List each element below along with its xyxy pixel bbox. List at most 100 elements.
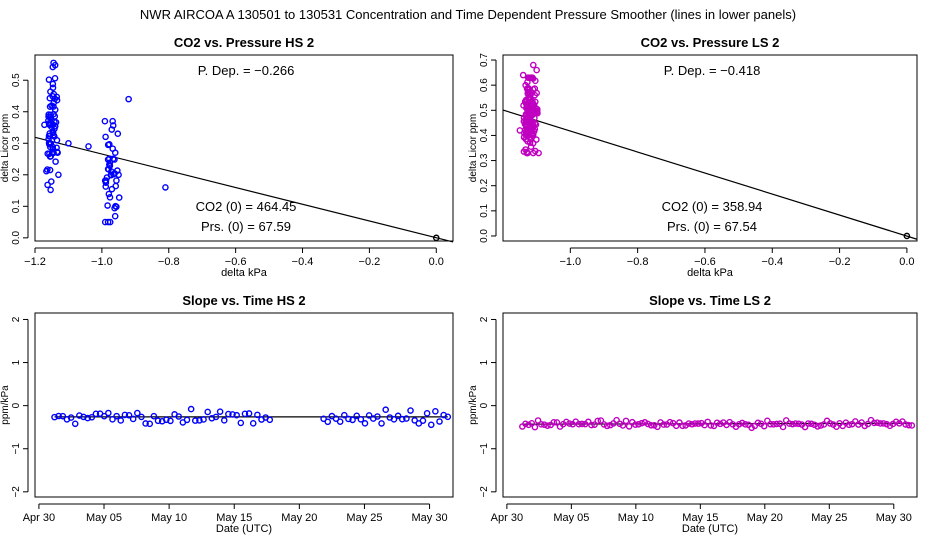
data-point	[105, 409, 112, 417]
x-tick-label: May 30	[412, 512, 448, 524]
data-point	[537, 421, 545, 428]
data-point	[109, 117, 116, 125]
data-point	[873, 419, 881, 426]
data-point	[533, 136, 540, 143]
data-point	[786, 420, 793, 427]
data-point	[770, 421, 777, 428]
data-point	[390, 416, 398, 423]
data-point	[345, 415, 352, 423]
chart-title: CO2 vs. Pressure LS 2	[641, 35, 780, 50]
pressure-intercept-text: Prs. (0) = 67.54	[667, 219, 757, 234]
data-point	[773, 420, 781, 428]
data-point	[45, 76, 53, 83]
y-tick-label: 0.5	[479, 103, 490, 117]
data-point	[266, 416, 274, 424]
data-point	[688, 420, 696, 428]
data-point	[92, 410, 100, 418]
y-tick-label: 0.4	[11, 104, 22, 118]
data-point	[528, 419, 536, 427]
panel-co2-hs: CO2 vs. Pressure HS 2 −1.2 −1.0 −0.8 −0.6 −0.…	[0, 35, 454, 279]
data-point	[527, 143, 535, 150]
data-point	[516, 127, 524, 134]
data-point	[55, 412, 62, 420]
data-point	[644, 420, 652, 428]
data-point	[101, 177, 109, 185]
data-point	[529, 86, 537, 93]
data-point	[522, 420, 529, 428]
data-point	[529, 131, 537, 138]
data-point	[51, 61, 59, 69]
data-point	[101, 218, 109, 226]
y-tick-label: 2	[479, 316, 490, 322]
panel-slope-ls: Slope vs. Time LS 2 Apr 30 May 05 May 10 May…	[468, 293, 918, 535]
y-tick-label: 1	[479, 359, 490, 365]
data-point	[808, 420, 815, 428]
data-point	[71, 420, 79, 428]
chart-title: Slope vs. Time LS 2	[649, 293, 771, 308]
x-tick-label: May 15	[682, 512, 718, 524]
data-point	[104, 218, 112, 226]
data-point	[679, 422, 686, 430]
y-tick-label: −2	[479, 486, 490, 498]
data-point	[792, 420, 799, 427]
data-point	[52, 118, 60, 126]
fit-line	[34, 136, 454, 243]
y-tick-label: 2	[11, 316, 22, 322]
data-point	[523, 126, 531, 133]
data-point	[104, 202, 111, 209]
data-point	[46, 166, 54, 174]
data-point	[106, 162, 114, 170]
data-point	[51, 113, 59, 120]
data-point	[254, 411, 261, 419]
data-point	[407, 407, 414, 414]
data-point	[864, 420, 872, 428]
data-point	[694, 420, 702, 427]
data-point	[530, 102, 538, 109]
y-tick-label: 0	[479, 402, 490, 408]
pressure-dependence-text: P. Dep. = −0.418	[664, 63, 761, 78]
data-point	[870, 419, 878, 427]
data-point	[65, 139, 72, 147]
data-point	[233, 411, 240, 419]
data-point	[47, 186, 54, 194]
data-point	[241, 410, 249, 418]
data-point	[204, 408, 211, 416]
data-point	[594, 417, 602, 425]
data-point	[789, 420, 796, 428]
x-tick-label: May 10	[618, 512, 654, 524]
x-axis-label: Date (UTC)	[682, 523, 738, 535]
data-point	[553, 419, 561, 426]
data-point	[154, 417, 162, 425]
y-tick-label: 0.0	[11, 230, 22, 244]
data-point	[411, 417, 418, 424]
data-point	[578, 420, 586, 428]
y-tick-label: 0	[11, 402, 22, 408]
data-point	[115, 171, 122, 179]
data-point	[88, 413, 96, 421]
data-point	[691, 420, 699, 427]
data-point	[150, 412, 158, 420]
data-point	[905, 421, 913, 429]
data-point	[374, 413, 381, 420]
data-point	[713, 419, 721, 427]
data-point	[527, 101, 534, 108]
data-point	[105, 190, 113, 198]
x-tick-label: −0.6	[694, 256, 716, 268]
data-point	[85, 143, 92, 150]
data-point	[55, 171, 62, 179]
data-point	[419, 417, 427, 424]
data-point	[54, 149, 61, 157]
y-tick-label: −1	[11, 443, 22, 455]
data-point	[520, 118, 528, 125]
x-tick-label: Apr 30	[491, 512, 523, 524]
data-point	[444, 413, 452, 421]
data-point	[51, 106, 59, 114]
data-point	[113, 412, 120, 420]
data-point	[196, 417, 203, 424]
data-point	[229, 411, 236, 418]
data-point	[84, 414, 91, 422]
data-point	[51, 74, 59, 82]
panel-co2-ls: CO2 vs. Pressure LS 2 −1.0 −0.8 −0.6 −0.4 −0.…	[468, 35, 918, 279]
data-point	[533, 105, 541, 113]
